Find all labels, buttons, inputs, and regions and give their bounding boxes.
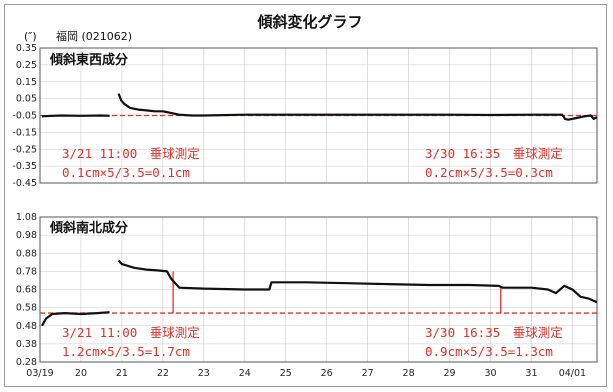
x-tick-label: 04/01: [559, 368, 586, 379]
annotation-ns-1-line2: 1.2cm×5/3.5=1.7cm: [62, 344, 190, 359]
x-tick-label: 26: [321, 368, 333, 379]
y-tick-label-ns: 0.28: [16, 357, 37, 368]
series-line-ew: [117, 93, 598, 121]
unit-label: (″): [24, 30, 37, 43]
y-tick-label-ew: -0.15: [12, 127, 37, 138]
annotation-ew-1-line2: 0.1cm×5/3.5=0.1cm: [62, 165, 190, 180]
y-tick-label-ns: 1.08: [16, 212, 37, 223]
y-tick-label-ns: 0.38: [16, 339, 37, 350]
y-tick-label-ns: 0.88: [16, 248, 37, 259]
y-tick-label-ew: 0.05: [16, 94, 37, 105]
x-tick-label: 24: [239, 368, 251, 379]
y-tick-label-ns: 0.58: [16, 303, 37, 314]
annotation-ew-2-line2: 0.2cm×5/3.5=0.3cm: [425, 165, 553, 180]
x-tick-label: 03/19: [26, 368, 53, 379]
annotation-ns-2-line2: 0.9cm×5/3.5=1.3cm: [425, 344, 553, 359]
y-tick-label-ew: 0.25: [16, 60, 37, 71]
x-tick-label: 31: [525, 368, 537, 379]
panel-title-ns: 傾斜南北成分: [49, 220, 128, 236]
grid-layer-ns: 1.08 0.98 0.88 0.78 0.68 0.58 0.48 0.38 0.28: [16, 212, 598, 368]
x-tick-label: 22: [157, 368, 169, 379]
y-tick-label-ew: -0.35: [12, 161, 37, 172]
x-tick-label: 23: [198, 368, 210, 379]
y-tick-label-ew: -0.45: [12, 178, 37, 189]
x-tick-label: 29: [444, 368, 456, 379]
chart-title: 傾斜変化グラフ: [256, 13, 362, 31]
x-tick-label: 25: [280, 368, 292, 379]
x-tick-label: 21: [116, 368, 128, 379]
station-label: 福岡 (021062): [56, 29, 132, 43]
x-tick-label: 30: [484, 368, 496, 379]
y-tick-label-ew: 0.15: [16, 77, 37, 88]
annotation-ew-1-line1: 3/21 11:00 垂球測定: [62, 146, 200, 161]
annotation-ew-2-line1: 3/30 16:35 垂球測定: [425, 146, 563, 161]
y-tick-label-ew: 0.35: [16, 43, 37, 54]
east-west-panel: 0.35 0.25 0.15 0.05 -0.05 -0.15 -0.25 -0.35 -0.4…: [12, 43, 598, 189]
grid-layer-ew: 0.35 0.25 0.15 0.05 -0.05 -0.15 -0.25 -0.35 -0.4…: [12, 43, 598, 189]
chart-frame: [4, 4, 607, 387]
plot-frame-ns: [39, 216, 598, 363]
y-tick-label-ns: 0.48: [16, 321, 37, 332]
y-tick-label-ns: 0.78: [16, 266, 37, 277]
x-tick-label: 27: [362, 368, 374, 379]
annotation-ns-1-line1: 3/21 11:00 垂球測定: [62, 325, 200, 340]
panel-title-ew: 傾斜東西成分: [49, 52, 128, 68]
north-south-panel: 1.08 0.98 0.88 0.78 0.68 0.58 0.48 0.38 0.28 傾斜南…: [16, 212, 598, 368]
y-tick-label-ew: -0.05: [12, 111, 37, 122]
series-line-ns: [117, 259, 598, 304]
annotation-ns-2-line1: 3/30 16:35 垂球測定: [425, 325, 563, 340]
y-tick-label-ns: 0.68: [16, 285, 37, 296]
x-tick-label: 28: [403, 368, 415, 379]
y-tick-label-ns: 0.98: [16, 230, 37, 241]
y-tick-label-ew: -0.25: [12, 144, 37, 155]
series-line-ew: [41, 114, 110, 118]
series-line-ns: [41, 311, 110, 327]
x-tick-label: 20: [75, 368, 87, 379]
